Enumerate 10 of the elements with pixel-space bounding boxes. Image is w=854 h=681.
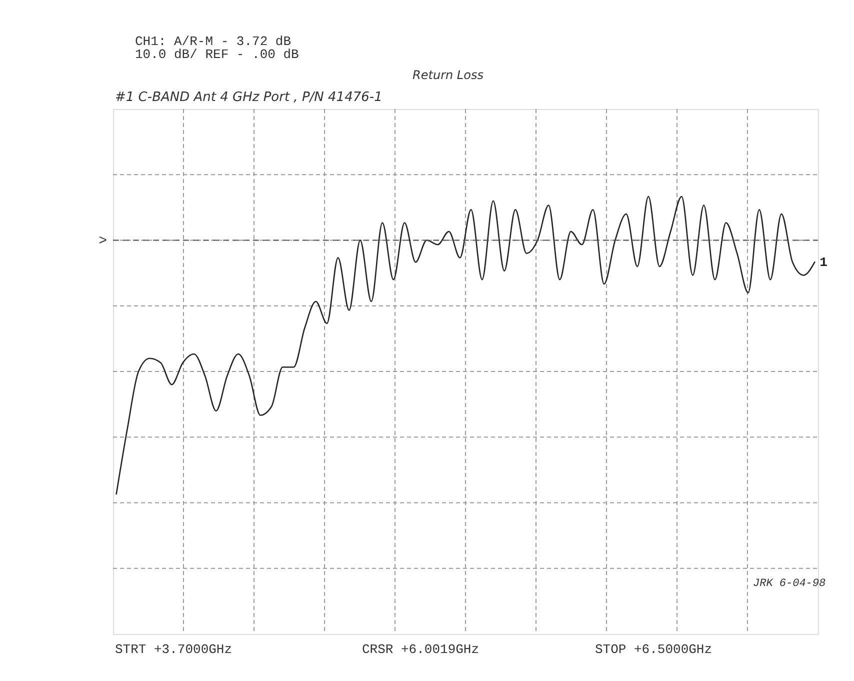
text: STOP +6.5000GHz [595, 642, 712, 657]
text: CH1: A/R-M - 3.72 dB [135, 34, 292, 49]
text: CRSR +6.0019GHz [362, 642, 480, 657]
chart-subtitle: #1 C-BAND Ant 4 GHz Port , P/N 41476-1 [115, 90, 382, 105]
chart-title: Return Loss [412, 68, 484, 82]
text: STRT +3.7000GHz [115, 642, 232, 657]
ref-line-label: > [98, 233, 107, 250]
annotation: JRK 6-04-98 [753, 578, 826, 590]
series-label: 1 [820, 255, 828, 270]
text: 10.0 dB/ REF - .00 dB [135, 47, 300, 62]
